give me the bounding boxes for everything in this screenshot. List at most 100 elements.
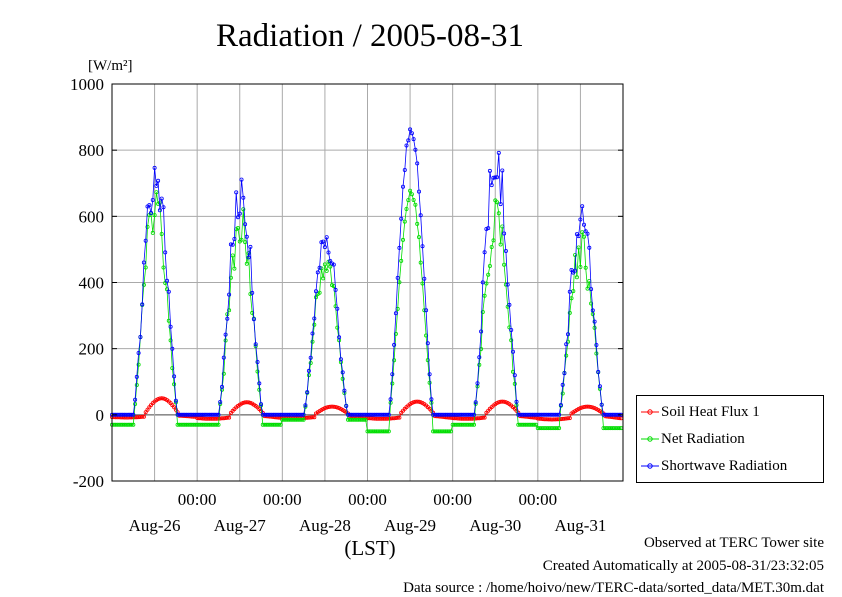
data-point xyxy=(136,350,141,355)
data-point xyxy=(582,234,587,239)
data-point xyxy=(227,292,232,297)
data-point xyxy=(218,416,223,421)
day-label: Aug-29 xyxy=(384,516,436,535)
data-point xyxy=(486,226,491,231)
series-line xyxy=(112,189,622,432)
data-point xyxy=(502,399,507,404)
data-point xyxy=(408,188,413,193)
data-point xyxy=(576,234,581,239)
data-point xyxy=(590,308,595,313)
data-point xyxy=(582,222,587,227)
data-point xyxy=(496,211,501,216)
data-point xyxy=(594,342,599,347)
data-point xyxy=(496,150,501,155)
legend-marker-icon xyxy=(641,463,659,469)
data-point xyxy=(376,416,381,421)
data-point xyxy=(156,178,161,183)
data-point xyxy=(399,216,404,221)
data-point xyxy=(560,382,565,387)
data-point xyxy=(617,426,622,431)
data-point xyxy=(255,369,260,374)
data-point xyxy=(154,183,159,188)
data-point xyxy=(312,322,317,327)
data-point xyxy=(228,242,233,247)
data-point xyxy=(502,231,507,236)
data-point xyxy=(127,412,132,417)
data-point xyxy=(580,230,585,235)
y-unit-label: [W/m²] xyxy=(88,58,132,74)
data-point xyxy=(340,370,345,375)
data-point xyxy=(232,266,237,271)
legend-label: Net Radiation xyxy=(661,430,745,447)
data-point xyxy=(322,245,327,250)
data-point xyxy=(404,143,409,148)
data-point xyxy=(370,416,375,421)
data-point xyxy=(503,248,508,253)
data-point xyxy=(203,422,208,427)
data-point xyxy=(333,404,338,409)
data-point xyxy=(241,207,246,212)
data-point xyxy=(154,190,159,195)
data-point xyxy=(583,265,588,270)
data-point xyxy=(301,417,306,422)
data-point xyxy=(487,263,492,268)
data-point xyxy=(409,131,414,136)
data-point xyxy=(230,253,235,258)
data-point xyxy=(422,276,427,281)
data-point xyxy=(198,412,203,417)
data-point xyxy=(395,275,400,280)
data-point xyxy=(571,289,576,294)
data-point xyxy=(427,372,432,377)
series-layer xyxy=(110,127,624,434)
data-point xyxy=(322,262,327,267)
data-point xyxy=(411,137,416,142)
data-point xyxy=(338,357,343,362)
data-point xyxy=(597,384,602,389)
data-point xyxy=(566,332,571,337)
data-point xyxy=(473,400,478,405)
data-point xyxy=(400,237,405,242)
data-point xyxy=(214,412,219,417)
data-point xyxy=(143,410,148,415)
data-point xyxy=(558,402,563,407)
footer-created: Created Automatically at 2005-08-31/23:3… xyxy=(542,558,824,574)
legend: Soil Heat Flux 1 Net Radiation Shortwave… xyxy=(636,395,824,483)
data-point xyxy=(384,412,389,417)
data-point xyxy=(324,405,329,410)
data-point xyxy=(505,282,510,287)
data-point xyxy=(361,417,366,422)
data-point xyxy=(115,415,120,420)
data-point xyxy=(448,429,453,434)
data-point xyxy=(461,416,466,421)
day-label: Aug-31 xyxy=(554,516,606,535)
data-point xyxy=(211,416,216,421)
data-point xyxy=(136,415,141,420)
data-point xyxy=(384,429,389,434)
data-point xyxy=(583,229,588,234)
data-point xyxy=(239,177,244,182)
data-point xyxy=(551,417,556,422)
data-point xyxy=(164,278,169,283)
series-line xyxy=(112,128,622,416)
data-point xyxy=(321,276,326,281)
data-point xyxy=(468,416,473,421)
data-point xyxy=(127,422,132,427)
y-tick-label: 0 xyxy=(96,406,105,425)
data-point xyxy=(567,416,572,421)
data-point xyxy=(148,210,153,215)
data-point xyxy=(134,382,139,387)
data-point xyxy=(203,416,208,421)
footer-site: Observed at TERC Tower site xyxy=(643,535,824,551)
data-point xyxy=(258,402,263,407)
data-point xyxy=(578,264,583,269)
data-point xyxy=(168,324,173,329)
y-tick-label: 1000 xyxy=(70,75,104,94)
data-point xyxy=(315,270,320,275)
data-point xyxy=(537,416,542,421)
data-point xyxy=(459,416,464,421)
data-point xyxy=(227,415,232,420)
data-point xyxy=(594,351,599,356)
data-point xyxy=(159,231,164,236)
time-tick-label: 00:00 xyxy=(348,490,387,509)
